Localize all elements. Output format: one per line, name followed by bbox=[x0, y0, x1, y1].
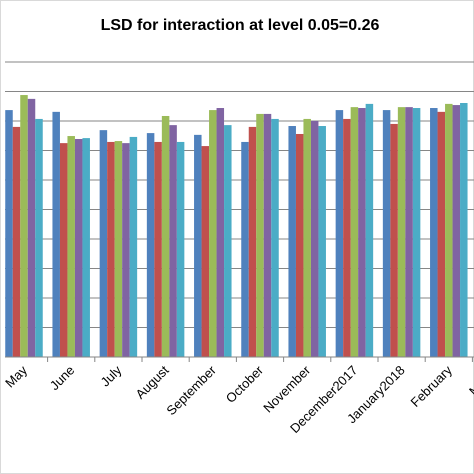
bar bbox=[412, 108, 421, 358]
bar bbox=[241, 141, 249, 357]
bar bbox=[35, 118, 43, 357]
bar bbox=[122, 143, 130, 357]
bar bbox=[460, 103, 468, 357]
bar bbox=[146, 133, 155, 357]
bar bbox=[288, 126, 296, 357]
bar bbox=[224, 125, 232, 357]
bar bbox=[430, 108, 438, 358]
bar bbox=[209, 110, 217, 358]
bar bbox=[194, 134, 202, 357]
bar bbox=[169, 125, 177, 357]
bar bbox=[397, 107, 406, 357]
bar bbox=[452, 105, 461, 357]
bar bbox=[20, 95, 28, 357]
bar bbox=[335, 110, 344, 358]
bar bbox=[12, 126, 21, 358]
bar bbox=[82, 138, 90, 357]
bar bbox=[52, 111, 60, 357]
bar bbox=[343, 118, 351, 357]
bar bbox=[154, 141, 162, 357]
bar bbox=[303, 118, 311, 357]
bar bbox=[59, 143, 68, 357]
bar bbox=[74, 138, 83, 357]
chart-title: LSD for interaction at level 0.05=0.26 bbox=[101, 17, 380, 34]
bar bbox=[216, 108, 225, 358]
bar bbox=[295, 133, 304, 357]
bar bbox=[99, 130, 108, 357]
bar bbox=[161, 115, 170, 357]
bar bbox=[201, 146, 210, 357]
bar bbox=[445, 103, 453, 357]
bar bbox=[114, 141, 123, 357]
bar bbox=[248, 126, 257, 358]
bar bbox=[318, 126, 326, 357]
bar bbox=[350, 107, 359, 357]
bar bbox=[27, 98, 36, 357]
bar bbox=[437, 111, 446, 357]
bar bbox=[263, 113, 272, 357]
bar bbox=[365, 103, 374, 357]
bar bbox=[67, 136, 75, 357]
bar bbox=[405, 107, 413, 357]
bar bbox=[310, 121, 319, 357]
bar bbox=[107, 141, 115, 357]
bar bbox=[176, 141, 185, 357]
bar bbox=[5, 110, 13, 358]
bar bbox=[358, 108, 366, 358]
bar bbox=[382, 110, 391, 358]
bar bbox=[256, 113, 264, 357]
bar bbox=[129, 136, 138, 357]
bar bbox=[271, 118, 279, 357]
bar bbox=[390, 123, 398, 357]
